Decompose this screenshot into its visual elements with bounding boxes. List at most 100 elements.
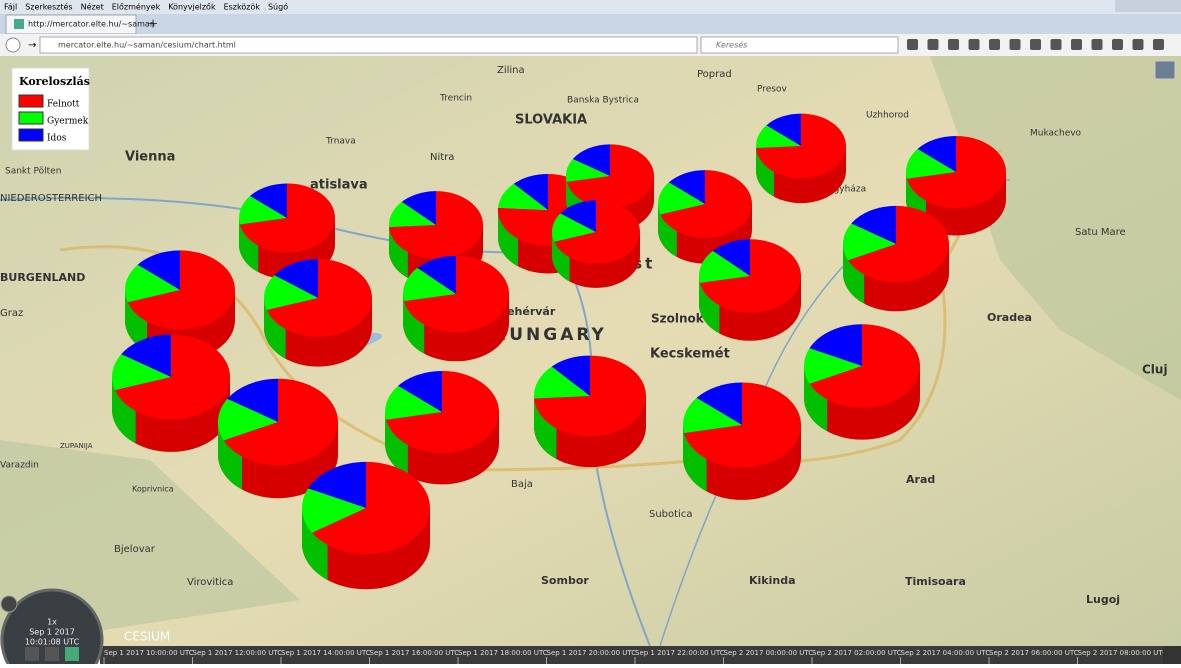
window-controls[interactable] xyxy=(1115,0,1181,12)
toolbar-icon[interactable] xyxy=(1050,39,1062,50)
map-label: BURGENLAND xyxy=(0,271,85,284)
menu-item[interactable]: Könyvjelzők xyxy=(168,3,216,12)
legend-title: Koreloszlás xyxy=(19,75,90,88)
menu-item[interactable]: Nézet xyxy=(81,2,104,12)
menu-item[interactable]: Szerkesztés xyxy=(25,2,72,12)
pie-slice xyxy=(311,461,430,555)
new-tab[interactable]: + xyxy=(148,17,158,31)
legend-label: Idos xyxy=(47,134,67,144)
map-label: Bjelovar xyxy=(114,544,156,555)
url-bar[interactable] xyxy=(39,36,698,54)
pie-slice xyxy=(658,182,705,215)
pie-slice xyxy=(403,255,510,333)
toolbar-icon[interactable] xyxy=(1071,39,1082,50)
pie-slice xyxy=(389,191,483,259)
pie-slice xyxy=(403,267,456,302)
timeline-label: Sep 2 2017 04:00:00 UTC xyxy=(901,649,991,657)
toolbar-icon[interactable] xyxy=(968,39,980,50)
map-label: Poprad xyxy=(697,69,732,80)
pie-slice xyxy=(906,136,1007,209)
map-label: Baja xyxy=(511,479,533,490)
pie-slice xyxy=(125,264,180,303)
pie-slice xyxy=(712,239,750,276)
toolbar-icon[interactable] xyxy=(1112,39,1123,50)
back-button[interactable] xyxy=(5,37,21,53)
pie-chart xyxy=(264,259,372,367)
timeline-label: Sep 1 2017 10:00:00 UTC xyxy=(104,649,194,657)
toolbar-icon[interactable] xyxy=(1009,39,1021,50)
fullscreen-button[interactable] xyxy=(1163,646,1181,664)
toolbar-icon[interactable] xyxy=(989,39,1000,50)
pie-chart xyxy=(683,382,801,500)
pie-chart xyxy=(804,324,920,440)
timeline-label: Sep 1 2017 22:00:00 UTC xyxy=(635,649,725,657)
toolbar-icon[interactable] xyxy=(948,39,959,50)
pie-slice xyxy=(227,378,278,422)
pie-slice xyxy=(218,398,278,441)
menu-item[interactable]: Fájl xyxy=(4,3,17,12)
pause-button[interactable] xyxy=(45,647,59,661)
map-label: Cluj xyxy=(1142,363,1168,377)
pie-slice xyxy=(302,488,366,533)
pie-slice xyxy=(683,397,742,433)
tab-title[interactable]: http://mercator.elte.hu/~saman xyxy=(28,20,155,29)
pie-slice xyxy=(239,195,287,225)
map-label: Trencin xyxy=(439,94,472,104)
legend-label: Felnott xyxy=(47,100,80,110)
menu-item[interactable]: Előzmények xyxy=(112,2,161,12)
pie-slice xyxy=(905,149,956,179)
pie-slice xyxy=(917,136,956,172)
layer-button[interactable] xyxy=(1154,60,1176,80)
timeline[interactable] xyxy=(100,646,1181,664)
pie-slice xyxy=(756,125,801,149)
timeline-label: Sep 2 2017 00:00:00 UTC xyxy=(724,649,814,657)
terrain xyxy=(930,56,1181,400)
pie-chart xyxy=(302,461,430,590)
map-label: Graz xyxy=(0,308,23,319)
forward-button[interactable]: → xyxy=(28,40,36,51)
pie-slice xyxy=(533,366,590,399)
pie-slice xyxy=(560,200,596,232)
url[interactable]: mercator.elte.hu/~saman/cesium/chart.htm… xyxy=(58,41,236,50)
play-button[interactable] xyxy=(65,647,79,661)
legend-swatch xyxy=(18,94,44,108)
search-box[interactable] xyxy=(700,36,899,54)
clock-date: Sep 1 2017 xyxy=(29,628,75,637)
speed-button[interactable] xyxy=(0,595,18,613)
reverse-button[interactable] xyxy=(25,647,39,661)
map-label: Varazdin xyxy=(0,461,39,471)
toolbar-icon[interactable] xyxy=(927,39,939,50)
toolbar-icon[interactable] xyxy=(1091,39,1103,50)
toolbar-icon[interactable] xyxy=(1153,39,1164,50)
map-label: Sombor xyxy=(541,574,589,587)
pie-chart xyxy=(552,200,641,288)
pie-slice xyxy=(699,250,750,283)
cesium-logo: CESIUM xyxy=(124,630,170,644)
timeline-label: Sep 2 2017 08:00:00 UTC xyxy=(1078,649,1168,657)
legend-label: Gyermek xyxy=(47,117,89,127)
pie-slice xyxy=(250,183,287,218)
menu-item[interactable]: Súgó xyxy=(268,2,288,12)
toolbar-icon[interactable] xyxy=(1030,39,1041,50)
menu-item[interactable]: Eszközök xyxy=(224,3,261,12)
legend-swatch xyxy=(18,128,44,142)
toolbar-icon[interactable] xyxy=(907,39,918,50)
pie-chart xyxy=(658,170,753,264)
map-label: Kikinda xyxy=(749,574,796,587)
toolbar-icons xyxy=(907,39,1164,50)
map-label: atislava xyxy=(310,178,368,193)
legend-swatch xyxy=(18,111,44,125)
pie-slice xyxy=(264,275,318,311)
toolbar-icon[interactable] xyxy=(1132,39,1144,50)
map-label: SLOVAKIA xyxy=(515,113,587,128)
clock-time: 10:01:08 UTC xyxy=(25,638,80,647)
map-label: Trnava xyxy=(325,137,356,147)
pie-slice xyxy=(308,461,366,508)
pie-slice xyxy=(660,170,753,238)
search-placeholder[interactable]: Keresés xyxy=(716,40,747,50)
pie-slice xyxy=(386,370,499,454)
pie-slice xyxy=(385,385,442,420)
pie-slice xyxy=(239,183,336,253)
pie-slice xyxy=(848,205,950,283)
